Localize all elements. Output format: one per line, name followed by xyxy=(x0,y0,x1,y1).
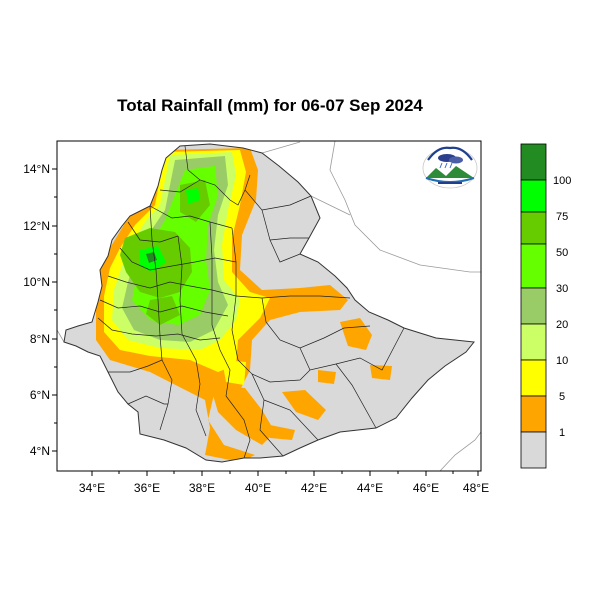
y-tick-label: 8°N xyxy=(30,332,50,346)
agency-logo xyxy=(422,146,478,189)
x-axis xyxy=(91,471,479,476)
map-title: Total Rainfall (mm) for 06-07 Sep 2024 xyxy=(117,96,423,115)
y-tick-label: 4°N xyxy=(30,444,50,458)
y-tick-label: 6°N xyxy=(30,388,50,402)
x-tick-label: 36°E xyxy=(134,481,160,495)
x-tick-label: 48°E xyxy=(463,481,489,495)
colorbar-swatch xyxy=(520,243,547,289)
colorbar-label: 20 xyxy=(556,319,568,331)
colorbar-swatch xyxy=(520,143,547,181)
colorbar-label: 10 xyxy=(556,355,568,367)
colorbar-swatch xyxy=(520,359,547,397)
colorbar-swatch xyxy=(520,179,547,213)
colorbar-swatch xyxy=(520,323,547,361)
y-axis xyxy=(52,168,57,452)
x-tick-label: 42°E xyxy=(301,481,327,495)
x-tick-label: 40°E xyxy=(245,481,271,495)
plot-frame xyxy=(56,140,482,472)
colorbar-label: 100 xyxy=(553,175,571,187)
neighbour-boundaries xyxy=(57,141,481,471)
x-tick-label: 44°E xyxy=(357,481,383,495)
y-tick-label: 14°N xyxy=(23,162,50,176)
x-tick-label: 46°E xyxy=(413,481,439,495)
colorbar-swatch xyxy=(520,287,547,325)
colorbar-label: 5 xyxy=(559,391,565,403)
colorbar-label: 30 xyxy=(556,283,568,295)
colorbar-swatch xyxy=(520,211,547,245)
colorbar-swatch xyxy=(520,431,547,469)
colorbar-label: 75 xyxy=(556,211,568,223)
colorbar-swatch xyxy=(520,395,547,433)
colorbar xyxy=(520,143,547,469)
y-tick-label: 10°N xyxy=(23,275,50,289)
rainfall-shading xyxy=(96,148,392,462)
colorbar-label: 1 xyxy=(559,427,565,439)
y-tick-label: 12°N xyxy=(23,219,50,233)
ethiopia-border xyxy=(63,143,475,463)
colorbar-label: 50 xyxy=(556,247,568,259)
x-tick-label: 34°E xyxy=(79,481,105,495)
admin-boundaries xyxy=(97,145,405,459)
x-tick-label: 38°E xyxy=(189,481,215,495)
